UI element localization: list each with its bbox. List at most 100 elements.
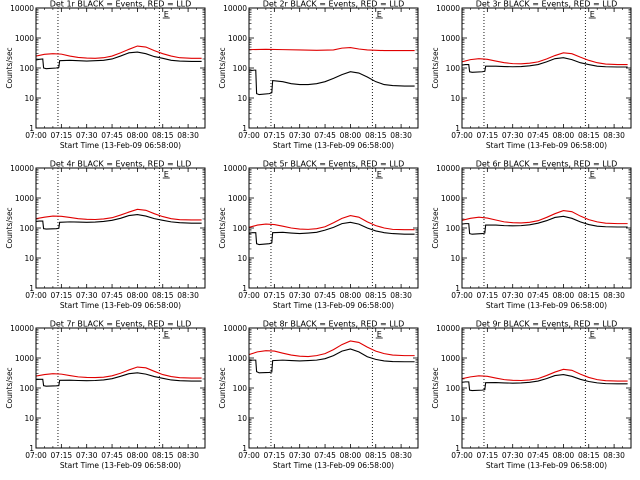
- panel-title: Det 4r BLACK = Events, RED = LLD: [50, 160, 192, 169]
- series-line-lld: [249, 214, 415, 231]
- x-tick-label: 08:00: [340, 451, 362, 460]
- x-tick-label: 08:00: [127, 131, 149, 140]
- panel-title: Det 7r BLACK = Events, RED = LLD: [50, 320, 192, 329]
- x-tick-label: 08:15: [578, 131, 600, 140]
- x-tick-label: 07:15: [477, 451, 499, 460]
- x-tick-label: 07:30: [289, 451, 311, 460]
- x-axis-label: Start Time (13-Feb-09 06:58:00): [486, 461, 607, 470]
- panel-title: Det 8r BLACK = Events, RED = LLD: [263, 320, 405, 329]
- y-tick-label: 1: [242, 284, 247, 293]
- series-line-lld: [462, 210, 628, 225]
- x-tick-label: 07:00: [25, 131, 47, 140]
- y-axis-label: Counts/sec: [431, 367, 440, 408]
- x-axis-label: Start Time (13-Feb-09 06:58:00): [486, 141, 607, 150]
- x-axis-label: Start Time (13-Feb-09 06:58:00): [60, 141, 181, 150]
- x-tick-label: 08:30: [603, 291, 625, 300]
- y-tick-label: 10000: [10, 4, 34, 13]
- y-tick-label: 100: [446, 64, 461, 73]
- x-tick-label: 08:15: [578, 451, 600, 460]
- y-tick-label: 1: [29, 444, 34, 453]
- series-line-events: [249, 221, 415, 246]
- e-marker-label: E: [590, 10, 595, 19]
- x-tick-label: 07:00: [451, 291, 473, 300]
- y-tick-label: 10: [24, 414, 34, 423]
- y-tick-label: 1000: [15, 354, 34, 363]
- y-tick-label: 100: [446, 384, 461, 393]
- y-tick-label: 10000: [223, 164, 247, 173]
- y-axis-label: Counts/sec: [431, 207, 440, 248]
- x-tick-label: 08:30: [177, 291, 199, 300]
- x-tick-label: 07:45: [314, 291, 336, 300]
- plot-frame: [461, 7, 632, 129]
- y-tick-label: 10: [450, 254, 460, 263]
- x-tick-label: 07:45: [527, 291, 549, 300]
- x-tick-label: 08:00: [127, 291, 149, 300]
- panel-title: Det 2r BLACK = Events, RED = LLD: [263, 0, 405, 9]
- y-tick-label: 1000: [441, 194, 460, 203]
- x-tick-label: 07:00: [238, 131, 260, 140]
- panel-title: Det 9r BLACK = Events, RED = LLD: [476, 320, 618, 329]
- x-tick-label: 07:45: [101, 131, 123, 140]
- y-axis-label: Counts/sec: [5, 207, 14, 248]
- x-tick-label: 07:15: [477, 291, 499, 300]
- series-line-events: [36, 51, 202, 70]
- series-line-events: [462, 57, 628, 73]
- y-tick-label: 10000: [10, 324, 34, 333]
- series-line-events: [36, 372, 202, 387]
- x-tick-label: 08:30: [603, 451, 625, 460]
- x-tick-label: 08:30: [603, 131, 625, 140]
- series-line-lld: [462, 368, 628, 382]
- y-tick-label: 100: [233, 224, 248, 233]
- plot-frame: [461, 327, 632, 449]
- x-tick-label: 07:00: [25, 291, 47, 300]
- e-marker-label: E: [377, 10, 382, 19]
- x-tick-label: 07:00: [238, 291, 260, 300]
- x-tick-label: 08:15: [365, 131, 387, 140]
- series-line-events: [462, 215, 628, 235]
- series-line-events: [249, 348, 415, 374]
- e-marker-label: E: [164, 170, 169, 179]
- y-tick-label: 1: [455, 444, 460, 453]
- y-tick-label: 10000: [436, 324, 460, 333]
- x-tick-label: 07:45: [527, 451, 549, 460]
- y-tick-label: 10000: [436, 4, 460, 13]
- x-tick-label: 07:30: [502, 291, 524, 300]
- series-line-lld: [249, 47, 415, 52]
- x-axis-label: Start Time (13-Feb-09 06:58:00): [60, 461, 181, 470]
- x-tick-label: 07:30: [76, 451, 98, 460]
- x-tick-label: 07:15: [51, 451, 73, 460]
- y-tick-label: 1000: [228, 354, 247, 363]
- y-axis-label: Counts/sec: [431, 47, 440, 88]
- x-tick-label: 07:45: [314, 131, 336, 140]
- y-tick-label: 10000: [223, 324, 247, 333]
- x-tick-label: 07:30: [502, 451, 524, 460]
- x-tick-label: 07:30: [76, 291, 98, 300]
- series-line-lld: [249, 340, 415, 358]
- plot-frame: [461, 167, 632, 289]
- e-marker-label: E: [377, 170, 382, 179]
- y-tick-label: 100: [20, 64, 35, 73]
- y-tick-label: 100: [20, 384, 35, 393]
- y-tick-label: 1: [29, 284, 34, 293]
- y-tick-label: 1000: [228, 194, 247, 203]
- y-tick-label: 10: [237, 414, 247, 423]
- e-marker-label: E: [377, 330, 382, 339]
- x-tick-label: 07:45: [101, 291, 123, 300]
- plot-frame: [35, 7, 206, 129]
- plot-frame: [248, 7, 419, 129]
- x-tick-label: 08:15: [152, 131, 174, 140]
- x-tick-label: 07:45: [314, 451, 336, 460]
- y-axis-label: Counts/sec: [5, 47, 14, 88]
- x-tick-label: 08:00: [340, 291, 362, 300]
- x-tick-label: 08:00: [553, 131, 575, 140]
- x-tick-label: 07:00: [25, 451, 47, 460]
- series-line-lld: [36, 366, 202, 379]
- x-tick-label: 08:15: [152, 291, 174, 300]
- y-tick-label: 1000: [441, 354, 460, 363]
- y-axis-label: Counts/sec: [5, 367, 14, 408]
- y-tick-label: 100: [233, 64, 248, 73]
